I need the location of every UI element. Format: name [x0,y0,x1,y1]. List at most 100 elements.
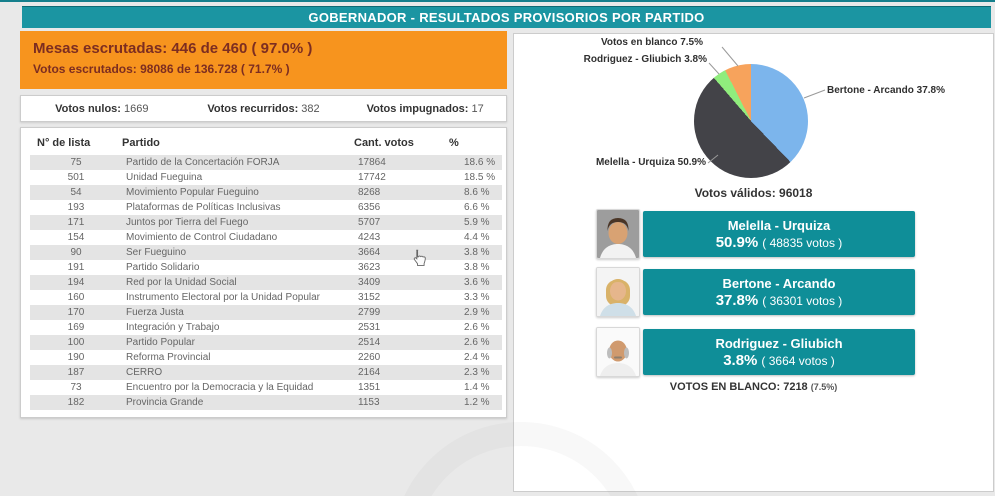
blank-votes-pct: (7.5%) [810,382,838,392]
votos-impugnados-label: Votos impugnados: [366,102,469,115]
rodriguez-avatar-icon [597,328,639,376]
table-cell: Partido de la Concertación FORJA [126,157,280,168]
table-cell: 182 [67,397,85,408]
table-cell: 170 [67,307,85,318]
candidate-name: Rodriguez - Gliubich [715,335,843,351]
top-border-line [0,0,995,2]
table-cell: Unidad Fueguina [126,172,203,183]
table-cell: 5.9 % [464,217,490,228]
table-row: 182 Provincia Grande 1153 1.2 % [30,395,502,410]
candidate-photo-melella [596,209,640,259]
table-cell: 3623 [358,262,381,273]
candidate-votes: ( 36301 votos ) [762,293,843,308]
table-cell: Partido Solidario [126,262,200,273]
vote-stats-bar: Votos nulos: 1669 Votos recurridos: 382 … [20,95,507,122]
candidate-pct: 3.8% [723,351,758,369]
table-cell: 160 [67,292,85,303]
candidate-result: 50.9%( 48835 votos ) [643,234,915,252]
votos-recurridos: Votos recurridos: 382 [183,103,345,115]
table-cell: 191 [67,262,85,273]
col-header-pct: % [449,137,459,149]
votos-impugnados: Votos impugnados: 17 [344,103,506,115]
table-cell: Plataformas de Políticas Inclusivas [126,202,281,213]
table-row: 169 Integración y Trabajo 2531 2.6 % [30,320,502,335]
table-row: 54 Movimiento Popular Fueguino 8268 8.6 % [30,185,502,200]
table-cell: 3.8 % [464,262,490,273]
table-cell: 193 [67,202,85,213]
table-cell: 2164 [358,367,381,378]
col-header-lista: N° de lista [37,137,91,149]
table-row: 154 Movimiento de Control Ciudadano 4243 4.… [30,230,502,245]
table-cell: Instrumento Electoral por la Unidad Popu… [126,292,320,303]
table-cell: 3.3 % [464,292,490,303]
table-cell: Movimiento de Control Ciudadano [126,232,278,243]
table-cell: Provincia Grande [126,397,204,408]
table-cell: 2514 [358,337,381,348]
table-cell: 2260 [358,352,381,363]
candidate-pct: 50.9% [715,233,759,251]
table-row: 187 CERRO 2164 2.3 % [30,365,502,380]
page-title: GOBERNADOR - RESULTADOS PROVISORIOS POR … [308,10,705,25]
table-cell: 169 [67,322,85,333]
scrutiny-summary-box: Mesas escrutadas: 446 de 460 ( 97.0% ) V… [20,31,507,89]
candidate-card-bertone: Bertone - Arcando 37.8%( 36301 votos ) [596,267,915,317]
table-cell: 2.6 % [464,322,490,333]
candidate-photo-bertone [596,267,640,317]
candidate-banner-rodriguez: Rodriguez - Gliubich 3.8%( 3664 votos ) [643,329,915,375]
table-cell: 1.4 % [464,382,490,393]
table-cell: Ser Fueguino [126,247,187,258]
table-row: 73 Encuentro por la Democracia y la Equid… [30,380,502,395]
table-cell: 3.8 % [464,247,490,258]
table-cell: 17864 [358,157,386,168]
table-cell: 8268 [358,187,381,198]
bertone-avatar-icon [597,268,639,316]
candidate-name: Bertone - Arcando [722,275,836,291]
table-cell: 75 [70,157,82,168]
table-cell: 54 [70,187,82,198]
votos-nulos-label: Votos nulos: [55,102,121,115]
melella-avatar-icon [597,210,639,258]
table-cell: 18.5 % [464,172,496,183]
table-cell: Integración y Trabajo [126,322,220,333]
table-cell: 3664 [358,247,381,258]
table-row: 160 Instrumento Electoral por la Unidad P… [30,290,502,305]
table-row: 501 Unidad Fueguina 17742 18.5 % [30,170,502,185]
table-cell: 2.3 % [464,367,490,378]
votos-recurridos-label: Votos recurridos: [207,102,299,115]
mesas-escrutadas: Mesas escrutadas: 446 de 460 ( 97.0% ) [33,40,313,57]
table-cell: 154 [67,232,85,243]
col-header-partido: Partido [122,137,160,149]
results-summary-panel: Votos en blanco 7.5% Rodriguez - Gliubic… [513,33,994,492]
party-results-table: N° de lista Partido Cant. votos % 75 Part… [20,127,507,418]
table-cell: Red por la Unidad Social [126,277,237,288]
table-header-row: N° de lista Partido Cant. votos % [21,128,506,155]
pie-label-bertone: Bertone - Arcando 37.8% [827,85,945,96]
table-row: 190 Reforma Provincial 2260 2.4 % [30,350,502,365]
table-cell: 2.4 % [464,352,490,363]
table-cell: 2.9 % [464,307,490,318]
candidate-name: Melella - Urquiza [727,217,831,233]
table-row: 191 Partido Solidario 3623 3.8 % [30,260,502,275]
candidate-card-rodriguez: Rodriguez - Gliubich 3.8%( 3664 votos ) [596,327,915,377]
table-cell: 187 [67,367,85,378]
hand-cursor-icon [413,249,426,266]
table-row: 75 Partido de la Concertación FORJA 17864 1… [30,155,502,170]
candidate-banner-melella: Melella - Urquiza 50.9%( 48835 votos ) [643,211,915,257]
candidate-pct: 37.8% [715,291,759,309]
votos-escrutados: Votos escrutados: 98086 de 136.728 ( 71.… [33,62,290,76]
table-row: 90 Ser Fueguino 3664 3.8 % [30,245,502,260]
votos-recurridos-value: 382 [301,102,320,115]
table-body: 75 Partido de la Concertación FORJA 17864 1… [30,155,502,410]
votos-nulos-value: 1669 [124,102,149,115]
table-cell: 3409 [358,277,381,288]
table-cell: 194 [67,277,85,288]
table-cell: 3152 [358,292,381,303]
table-cell: Reforma Provincial [126,352,211,363]
pie-label-melella: Melella - Urquiza 50.9% [595,157,706,168]
table-cell: 190 [67,352,85,363]
candidate-banner-bertone: Bertone - Arcando 37.8%( 36301 votos ) [643,269,915,315]
table-cell: 6.6 % [464,202,490,213]
table-row: 170 Fuerza Justa 2799 2.9 % [30,305,502,320]
table-row: 171 Juntos por Tierra del Fuego 5707 5.9 % [30,215,502,230]
